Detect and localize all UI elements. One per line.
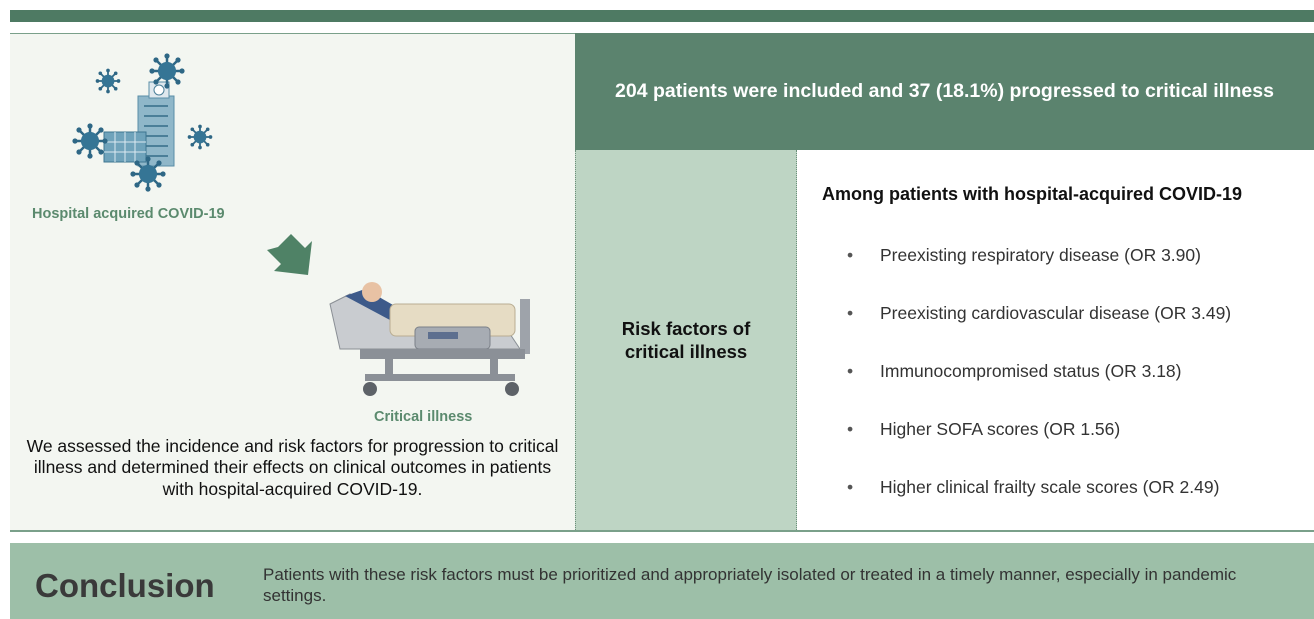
page: Hospital acquired COVID-19 Critical illn… xyxy=(0,0,1314,619)
conclusion-text: Patients with these risk factors must be… xyxy=(263,564,1293,607)
illustration xyxy=(10,34,575,434)
risk-factor-item: Preexisting cardiovascular disease (OR 3… xyxy=(847,303,1231,361)
arrow xyxy=(267,234,312,275)
left-panel: Hospital acquired COVID-19 Critical illn… xyxy=(10,33,575,530)
summary: 204 patients were included and 37 (18.1%… xyxy=(575,33,1314,150)
bed-icon xyxy=(330,282,530,396)
risk-factors-heading: Among patients with hospital-acquired CO… xyxy=(822,184,1242,205)
risk-factor-list: Preexisting respiratory disease (OR 3.90… xyxy=(847,245,1231,535)
risk-factor-item: Higher SOFA scores (OR 1.56) xyxy=(847,419,1231,477)
conclusion-band: Conclusion Patients with these risk fact… xyxy=(10,543,1314,619)
risk-factor-item: Higher clinical frailty scale scores (OR… xyxy=(847,477,1231,535)
conclusion-title: Conclusion xyxy=(35,567,215,605)
risk-factor-item: Preexisting respiratory disease (OR 3.90… xyxy=(847,245,1231,303)
label-hospital-acquired: Hospital acquired COVID-19 xyxy=(32,206,225,222)
risk-factor-item: Immunocompromised status (OR 3.18) xyxy=(847,361,1231,419)
risk-factors-title: Risk factors of critical illness xyxy=(575,150,797,530)
description: We assessed the incidence and risk facto… xyxy=(20,436,565,500)
hospital-icon xyxy=(104,82,174,166)
risk-factors-panel: Among patients with hospital-acquired CO… xyxy=(797,150,1314,530)
label-critical-illness: Critical illness xyxy=(374,409,472,425)
separator xyxy=(10,530,1314,532)
top-bar xyxy=(10,10,1314,22)
